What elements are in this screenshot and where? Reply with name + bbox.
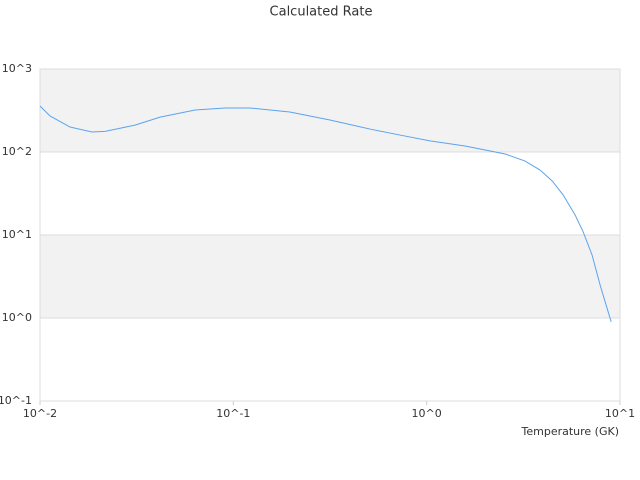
x-tick-label: 10^1	[605, 407, 635, 420]
y-tick-label: 10^0	[2, 311, 32, 324]
y-tick-label: 10^3	[2, 62, 32, 75]
y-tick-label: 10^1	[2, 228, 32, 241]
chart-title: Calculated Rate	[270, 5, 373, 20]
y-tick-label: 10^-1	[0, 394, 32, 407]
grid-band	[40, 69, 620, 152]
x-tick-label: 10^0	[412, 407, 442, 420]
x-tick-label: 10^-2	[23, 407, 57, 420]
y-tick-label: 10^2	[2, 145, 32, 158]
grid-band	[40, 235, 620, 318]
plot-frame	[39, 68, 621, 402]
x-axis-label: Temperature (GK)	[521, 425, 620, 438]
data-line	[39, 105, 612, 322]
x-tick-label: 10^-1	[216, 407, 250, 420]
